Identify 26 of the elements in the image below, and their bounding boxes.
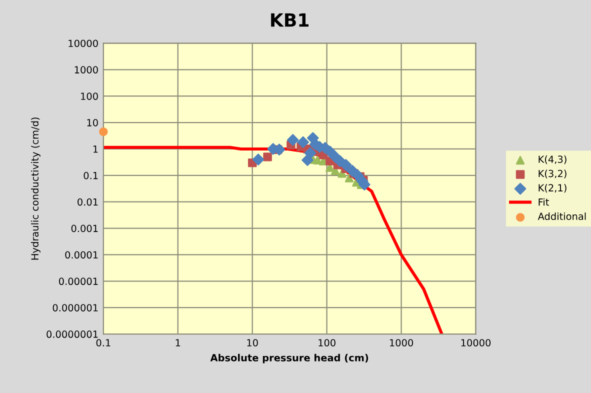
x-tick-label: 10 [247, 339, 258, 346]
y-tick-label: 0.00001 [59, 278, 98, 286]
y-tick-label: 100 [81, 92, 98, 100]
x-tick-label: 10000 [461, 339, 491, 346]
legend-label: K(3,2) [538, 170, 566, 178]
y-tick-label: 1 [93, 146, 98, 153]
y-tick-label: 0.0001 [65, 251, 98, 259]
y-tick-label: 0.000001 [52, 304, 98, 312]
chart-title: KB1 [271, 13, 309, 27]
x-tick-label: 1000 [390, 339, 414, 346]
y-tick-label: 0.0000001 [46, 330, 98, 338]
y-tick-label: 10000 [68, 40, 98, 48]
y-tick-label: 10 [87, 119, 98, 126]
y-tick-label: 0.1 [84, 172, 98, 180]
x-tick-label: 0.1 [96, 339, 110, 346]
y-tick-label: 0.001 [71, 224, 98, 232]
legend-label: Fit [538, 198, 549, 206]
y-tick-label: 0.01 [78, 198, 98, 206]
x-axis-title: Absolute pressure head (cm) [210, 354, 368, 364]
legend-label: K(2,1) [538, 184, 566, 193]
y-tick-label: 1000 [74, 66, 98, 74]
x-tick-label: 1 [176, 339, 180, 346]
legend-label: Additional [538, 212, 586, 220]
x-tick-label: 100 [318, 339, 336, 346]
legend-label: K(4,3) [538, 155, 566, 164]
y-axis-title: Hydraulic conductivity (cm/d) [31, 118, 40, 260]
